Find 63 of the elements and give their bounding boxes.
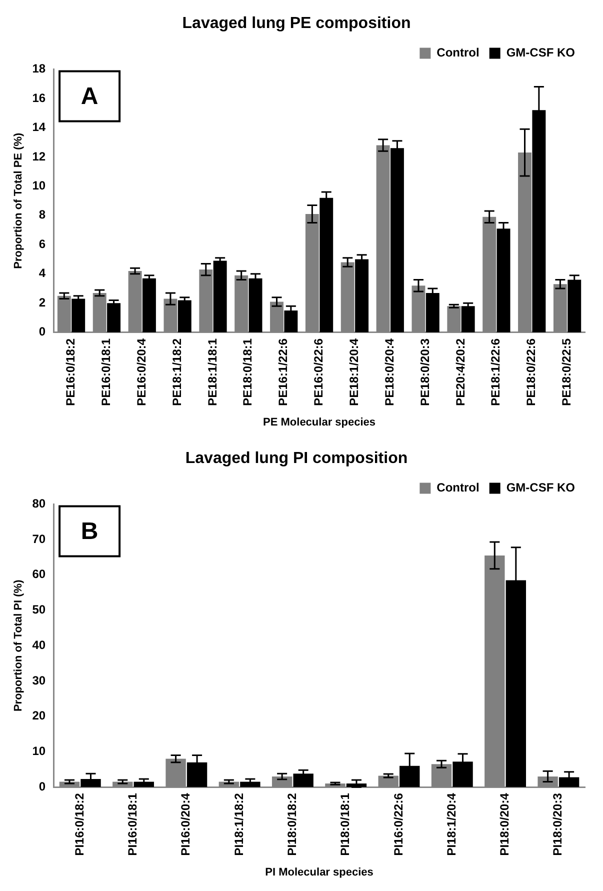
- x-tick-label: PE16:0/18:2: [64, 338, 78, 406]
- y-tick-label: 12: [32, 149, 46, 164]
- y-tick-label: 0: [38, 779, 46, 794]
- x-tick-label: PI16:0/22:6: [391, 792, 406, 856]
- bar: [142, 278, 156, 332]
- x-tick-label: PE18:1/22:6: [488, 338, 503, 406]
- x-tick-label: PI18:0/20:4: [498, 792, 512, 856]
- x-tick-label: PI16:0/18:2: [72, 792, 86, 856]
- chart-title: Lavaged lung PE composition: [182, 15, 411, 32]
- y-tick-label: 30: [32, 673, 46, 688]
- legend-label: Control: [436, 46, 480, 60]
- annotation: A: [80, 82, 98, 110]
- y-tick-label: 0: [38, 324, 46, 339]
- x-axis-title: PE Molecular species: [263, 416, 376, 428]
- x-tick-label: PE20:4/20:2: [453, 338, 468, 406]
- y-tick-label: 4: [38, 266, 46, 280]
- y-axis-title: Proportion of Total PI (%): [12, 579, 25, 712]
- x-tick-label: PI18:1/20:4: [444, 792, 458, 856]
- bar: [213, 260, 227, 332]
- x-tick-label: PE18:0/22:5: [560, 338, 574, 406]
- legend-label: GM-CSF KO: [506, 46, 576, 60]
- x-tick-label: PE16:0/18:1: [99, 338, 114, 406]
- y-tick-label: 50: [32, 602, 46, 617]
- chart-title: Lavaged lung PI composition: [185, 450, 408, 468]
- y-tick-label: 16: [32, 90, 46, 105]
- y-tick-label: 6: [38, 236, 46, 251]
- x-tick-label: PI18:0/18:2: [285, 792, 300, 856]
- y-tick-label: 18: [32, 62, 46, 76]
- y-tick-label: 10: [32, 744, 46, 758]
- x-tick-label: PE16:0/20:4: [134, 338, 148, 406]
- x-tick-label: PI16:0/18:1: [126, 792, 140, 856]
- bar: [178, 300, 192, 332]
- x-tick-label: PE16:1/22:6: [276, 338, 290, 406]
- bar: [461, 306, 475, 332]
- x-tick-label: PE18:0/20:3: [418, 338, 432, 406]
- x-tick-label: PE18:0/20:4: [382, 338, 396, 406]
- bar: [72, 298, 86, 332]
- x-tick-label: PI18:0/20:3: [550, 792, 565, 856]
- x-tick-label: PE18:1/18:2: [170, 338, 184, 406]
- x-tick-label: PI18:1/18:2: [232, 792, 246, 856]
- x-tick-label: PE16:0/22:6: [312, 338, 326, 406]
- y-tick-label: 60: [32, 567, 46, 582]
- y-tick-label: 8: [38, 208, 46, 222]
- x-tick-label: PE18:0/22:6: [524, 338, 538, 406]
- y-tick-label: 80: [32, 496, 46, 511]
- y-axis-title: Proportion of Total PE (%): [12, 132, 25, 269]
- bar: [293, 774, 314, 788]
- x-tick-label: PI16:0/20:4: [178, 792, 193, 856]
- y-tick-label: 70: [32, 532, 46, 546]
- legend-label: GM-CSF KO: [506, 480, 576, 495]
- x-tick-label: PE18:0/18:1: [240, 338, 255, 406]
- y-tick-label: 14: [32, 120, 46, 134]
- x-axis-title: PI Molecular species: [265, 866, 374, 878]
- y-tick-label: 10: [32, 178, 46, 192]
- y-tick-label: 2: [38, 295, 46, 310]
- legend-label: Control: [436, 480, 480, 495]
- y-tick-label: 20: [32, 708, 46, 723]
- annotation: B: [80, 518, 98, 545]
- x-tick-label: PE18:1/18:1: [205, 338, 220, 406]
- bar: [107, 303, 121, 332]
- y-tick-label: 40: [32, 638, 46, 652]
- x-tick-label: PI18:0/18:1: [338, 792, 352, 856]
- x-tick-label: PE18:1/20:4: [347, 338, 362, 406]
